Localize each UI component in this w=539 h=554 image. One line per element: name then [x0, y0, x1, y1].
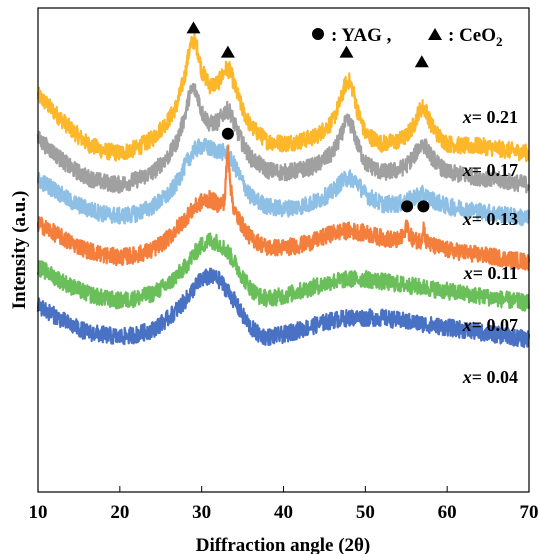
- legend-ceo2-marker: [428, 28, 442, 40]
- yag-peak-marker: [401, 200, 414, 213]
- yag-peak-marker: [221, 127, 234, 140]
- series-line-021: [36, 32, 531, 163]
- series-layer: [36, 32, 531, 349]
- x-tick-label: 20: [110, 502, 129, 523]
- x-tick-label: 30: [192, 502, 211, 523]
- ceo2-peak-marker: [339, 45, 354, 58]
- annotation-layer: [186, 21, 430, 213]
- legend-yag-label: : YAG ,: [331, 25, 392, 46]
- x-tick-label: 70: [520, 502, 539, 523]
- yag-peak-marker: [417, 200, 430, 213]
- series-line-011: [36, 144, 531, 272]
- x-tick-label: 10: [29, 502, 48, 523]
- series-line-004: [36, 267, 531, 349]
- legend-yag-marker: [312, 28, 324, 40]
- y-axis-title: Intensity (a.u.): [9, 191, 30, 310]
- series-label: x= 0.21: [462, 107, 518, 127]
- series-label-layer: x= 0.21 x= 0.17 x= 0.13 x= 0.11 x= 0.07 x= 0.…: [462, 107, 518, 387]
- series-line-007: [36, 232, 531, 312]
- series-line-013: [36, 137, 531, 227]
- x-tick-label: 40: [274, 502, 293, 523]
- x-tick-layer: 10 20 30 40 50 60 70: [29, 486, 539, 523]
- series-label: x= 0.07: [462, 315, 518, 335]
- x-tick-label: 60: [438, 502, 457, 523]
- legend: : YAG , : CeO2: [312, 25, 503, 49]
- ceo2-peak-marker: [220, 45, 235, 58]
- series-line-017: [36, 82, 531, 194]
- series-label: x= 0.04: [462, 367, 518, 387]
- x-axis-title: Diffraction angle (2θ): [196, 535, 371, 554]
- x-tick-label: 50: [356, 502, 375, 523]
- series-label: x= 0.13: [462, 209, 518, 229]
- series-label: x= 0.17: [462, 160, 518, 180]
- ceo2-peak-marker: [186, 21, 201, 34]
- ceo2-peak-marker: [414, 55, 429, 68]
- legend-ceo2-label: : CeO2: [448, 25, 503, 49]
- series-label: x= 0.11: [463, 263, 518, 283]
